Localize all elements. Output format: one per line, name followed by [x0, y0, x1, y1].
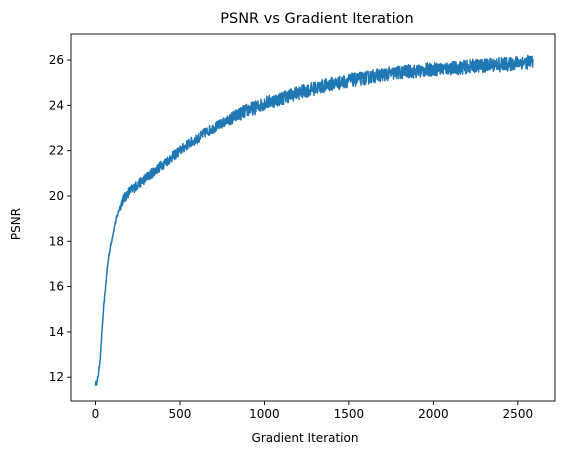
y-tick-label: 18	[49, 234, 64, 248]
x-axis-ticks: 0 500 1000 1500 2000 2500	[92, 401, 533, 421]
y-tick-label: 12	[49, 370, 64, 384]
x-tick-label: 1000	[249, 407, 280, 421]
chart-title: PSNR vs Gradient Iteration	[220, 11, 413, 27]
x-tick-label: 2500	[503, 407, 534, 421]
x-tick-label: 2000	[418, 407, 449, 421]
y-axis-label: PSNR	[9, 208, 23, 240]
y-tick-label: 14	[49, 325, 64, 339]
x-tick-label: 500	[169, 407, 192, 421]
x-axis-label: Gradient Iteration	[252, 431, 359, 445]
psnr-series-line	[94, 54, 534, 386]
x-tick-label: 1500	[334, 407, 365, 421]
x-tick-label: 0	[92, 407, 100, 421]
axes-frame	[70, 33, 556, 402]
y-tick-label: 22	[49, 144, 64, 158]
y-tick-label: 26	[49, 53, 64, 67]
y-axis-ticks: 12 14 16 18 20 22 24 26	[49, 53, 71, 384]
y-tick-label: 16	[49, 280, 64, 294]
y-tick-label: 20	[49, 189, 64, 203]
y-tick-label: 24	[49, 98, 64, 112]
